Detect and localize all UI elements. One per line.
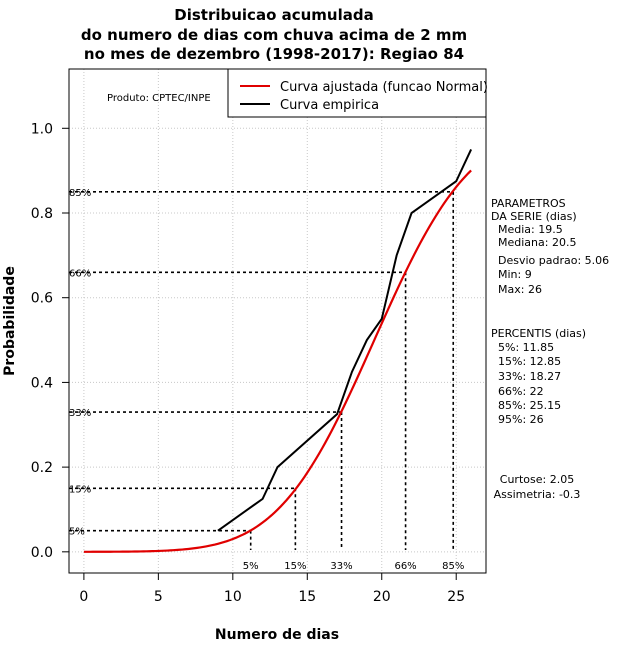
percentile-y-label: 15% bbox=[69, 484, 91, 495]
x-tick-label: 15 bbox=[298, 589, 316, 605]
param-max: Max: 26 bbox=[498, 283, 542, 296]
y-axis-label: Probabilidade bbox=[2, 266, 18, 376]
y-tick-label: 0.8 bbox=[31, 206, 53, 222]
legend-label-empirical: Curva empirica bbox=[280, 98, 379, 113]
percentile-x-label: 5% bbox=[243, 561, 259, 572]
title-line-3: no mes de dezembro (1998-2017): Regiao 8… bbox=[84, 45, 464, 63]
title-line-2: do numero de dias com chuva acima de 2 m… bbox=[81, 26, 467, 44]
stat-skewness: Assimetria: -0.3 bbox=[494, 488, 581, 501]
x-axis-label: Numero de dias bbox=[215, 627, 339, 643]
params-title-2: DA SERIE (dias) bbox=[491, 210, 577, 223]
percentile-y-label: 5% bbox=[69, 527, 85, 538]
x-tick-label: 0 bbox=[79, 589, 88, 605]
param-sd: Desvio padrao: 5.06 bbox=[498, 254, 609, 267]
x-tick-label: 25 bbox=[447, 589, 465, 605]
side-panel: PARAMETROS DA SERIE (dias) Media: 19.5 M… bbox=[491, 197, 609, 501]
y-tick-label: 0.6 bbox=[31, 291, 53, 307]
plot-frame bbox=[68, 68, 487, 574]
y-tick-label: 1.0 bbox=[31, 121, 53, 137]
percentil-95: 95%: 26 bbox=[498, 413, 544, 426]
y-tick-label: 0.0 bbox=[31, 545, 53, 561]
percentis-title: PERCENTIS (dias) bbox=[491, 327, 586, 340]
percentile-y-label: 33% bbox=[69, 408, 91, 419]
param-median: Mediana: 20.5 bbox=[498, 236, 576, 249]
legend: Curva ajustada (funcao Normal) Curva emp… bbox=[227, 68, 488, 118]
stat-kurtosis: Curtose: 2.05 bbox=[500, 473, 574, 486]
y-axis: 0.0 0.2 0.4 0.6 0.8 1.0 bbox=[31, 121, 70, 561]
percentil-33: 33%: 18.27 bbox=[498, 370, 561, 383]
y-tick-label: 0.2 bbox=[31, 460, 53, 476]
percentil-5: 5%: 11.85 bbox=[498, 341, 554, 354]
percentile-x-label: 85% bbox=[442, 561, 464, 572]
legend-label-fitted: Curva ajustada (funcao Normal) bbox=[280, 80, 488, 95]
x-tick-label: 10 bbox=[224, 589, 242, 605]
param-mean: Media: 19.5 bbox=[498, 223, 563, 236]
x-tick-label: 20 bbox=[373, 589, 391, 605]
percentil-85: 85%: 25.15 bbox=[498, 399, 561, 412]
percentil-66: 66%: 22 bbox=[498, 385, 544, 398]
percentil-15: 15%: 12.85 bbox=[498, 355, 561, 368]
legend-box bbox=[227, 68, 487, 118]
x-axis: 0 5 10 15 20 25 bbox=[79, 572, 465, 605]
grid bbox=[69, 69, 486, 573]
fitted-normal-curve bbox=[83, 169, 472, 553]
x-tick-label: 5 bbox=[154, 589, 163, 605]
percentile-y-label: 85% bbox=[69, 188, 91, 199]
params-title-1: PARAMETROS bbox=[491, 197, 566, 210]
percentile-x-label: 66% bbox=[394, 561, 416, 572]
percentile-x-label: 33% bbox=[330, 561, 352, 572]
empirical-curve bbox=[217, 149, 473, 532]
series-layer bbox=[83, 149, 473, 553]
percentile-y-label: 66% bbox=[69, 268, 91, 279]
title-line-1: Distribuicao acumulada bbox=[174, 6, 373, 24]
param-min: Min: 9 bbox=[498, 268, 532, 281]
producer-label: Produto: CPTEC/INPE bbox=[107, 93, 211, 104]
percentile-lines: 5% 5% 15% 15% 33% 33% 66% 66% 85% 85% bbox=[69, 188, 464, 572]
y-tick-label: 0.4 bbox=[31, 375, 53, 391]
chart-title: Distribuicao acumulada do numero de dias… bbox=[81, 6, 467, 63]
percentile-x-label: 15% bbox=[284, 561, 306, 572]
